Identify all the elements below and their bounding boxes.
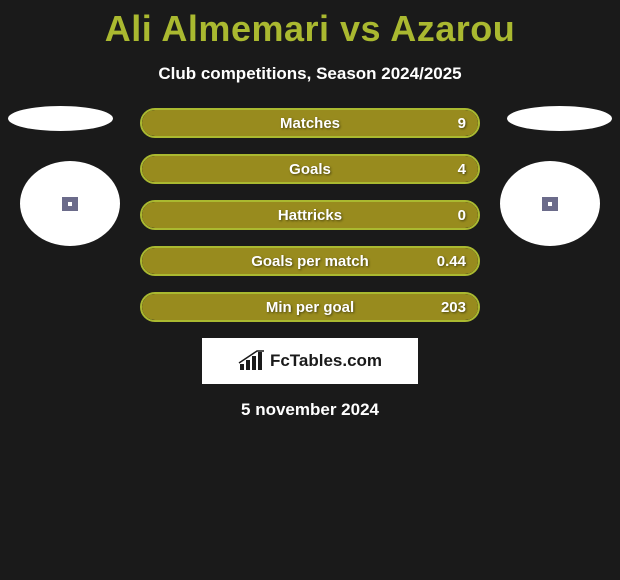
player-left-ellipse (8, 106, 113, 131)
player-left-avatar (20, 161, 120, 246)
player-right-ellipse (507, 106, 612, 131)
avatar-placeholder-icon (62, 197, 78, 211)
bar-chart-icon (238, 350, 266, 372)
stat-bar-fill (142, 202, 478, 228)
logo-text: FcTables.com (270, 351, 382, 371)
date-text: 5 november 2024 (0, 400, 620, 420)
page-title: Ali Almemari vs Azarou (0, 0, 620, 50)
comparison-content: Matches9 Goals4 Hattricks0 Goals per match0… (0, 106, 620, 420)
stat-bar-fill (142, 110, 478, 136)
stat-bar-row: Matches9 (140, 108, 480, 138)
player-right-avatar (500, 161, 600, 246)
avatar-placeholder-icon (542, 197, 558, 211)
stat-bar-row: Min per goal203 (140, 292, 480, 322)
stat-bar-row: Goals4 (140, 154, 480, 184)
stat-bar-fill (142, 294, 478, 320)
stat-bar-fill (142, 248, 478, 274)
subtitle: Club competitions, Season 2024/2025 (0, 64, 620, 84)
stat-bar-row: Hattricks0 (140, 200, 480, 230)
logo-box: FcTables.com (202, 338, 418, 384)
stat-bar-fill (142, 156, 478, 182)
stat-bars: Matches9 Goals4 Hattricks0 Goals per match0… (140, 106, 480, 322)
stat-bar-row: Goals per match0.44 (140, 246, 480, 276)
